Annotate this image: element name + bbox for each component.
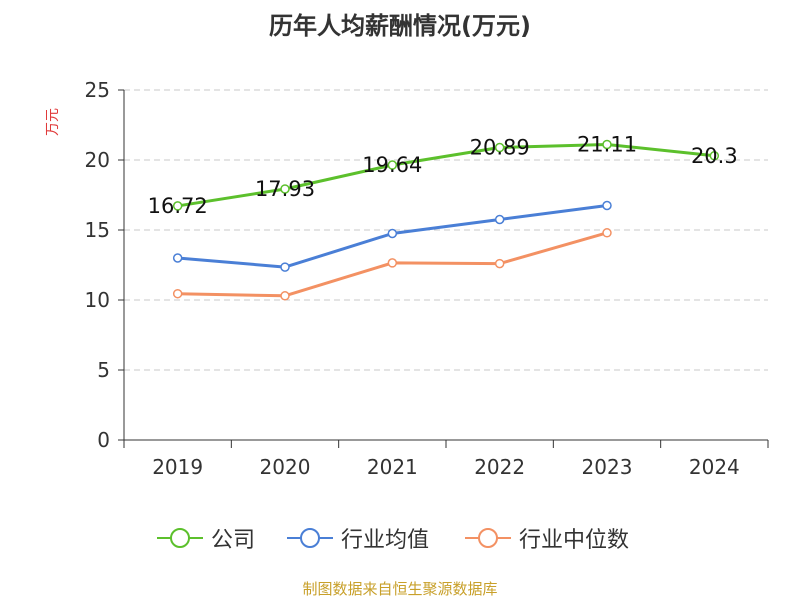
- x-tick-label: 2022: [474, 455, 525, 479]
- data-point: [494, 142, 505, 153]
- data-point: [280, 291, 290, 301]
- series-line: [177, 142, 715, 208]
- x-tick-label: 2023: [582, 455, 633, 479]
- data-point: [172, 253, 183, 263]
- y-tick-label: 25: [85, 78, 110, 102]
- data-point: [602, 200, 612, 211]
- data-point: [172, 288, 183, 299]
- data-point: [494, 258, 505, 269]
- data-point: [280, 262, 290, 272]
- data-point: [602, 139, 612, 150]
- legend-label: 行业中位数: [519, 528, 630, 553]
- y-tick-label: 5: [97, 358, 110, 382]
- legend-line-icon: [287, 528, 333, 548]
- legend: 公司 行业均值 行业中位数: [0, 518, 800, 558]
- data-point: [709, 151, 720, 161]
- y-tick-label: 10: [85, 288, 110, 312]
- data-label: 17.93: [255, 177, 315, 201]
- data-point: [172, 201, 183, 211]
- data-label: 21.11: [577, 132, 637, 156]
- data-label: 19.64: [362, 153, 422, 177]
- data-point: [387, 258, 398, 268]
- chart-title: 历年人均薪酬情况(万元): [269, 12, 531, 40]
- x-tick-label: 2020: [260, 455, 311, 479]
- legend-label: 公司: [211, 528, 256, 553]
- data-point: [387, 228, 398, 239]
- legend-item-company[interactable]: 公司: [155, 518, 255, 558]
- y-tick-label: 0: [97, 428, 110, 452]
- y-tick-label: 15: [85, 218, 110, 242]
- x-tick-label: 2019: [152, 455, 203, 479]
- x-tick-label: 2024: [689, 455, 740, 479]
- legend-line-icon: [157, 528, 203, 548]
- legend-label: 行业均值: [341, 528, 430, 553]
- data-label: 16.72: [148, 194, 208, 218]
- data-label: 20.89: [470, 136, 530, 160]
- data-source-note: 制图数据来自恒生聚源数据库: [302, 580, 498, 598]
- x-tick-label: 2021: [367, 455, 418, 479]
- data-label: 20.3: [691, 144, 738, 168]
- data-point: [280, 184, 290, 194]
- data-point: [602, 228, 612, 238]
- legend-item-industry-median[interactable]: 行业中位数: [463, 518, 629, 558]
- legend-item-industry-mean[interactable]: 行业均值: [285, 518, 429, 558]
- data-point: [387, 160, 398, 170]
- y-tick-label: 20: [85, 148, 110, 172]
- data-point: [494, 214, 505, 225]
- legend-line-icon: [465, 528, 511, 548]
